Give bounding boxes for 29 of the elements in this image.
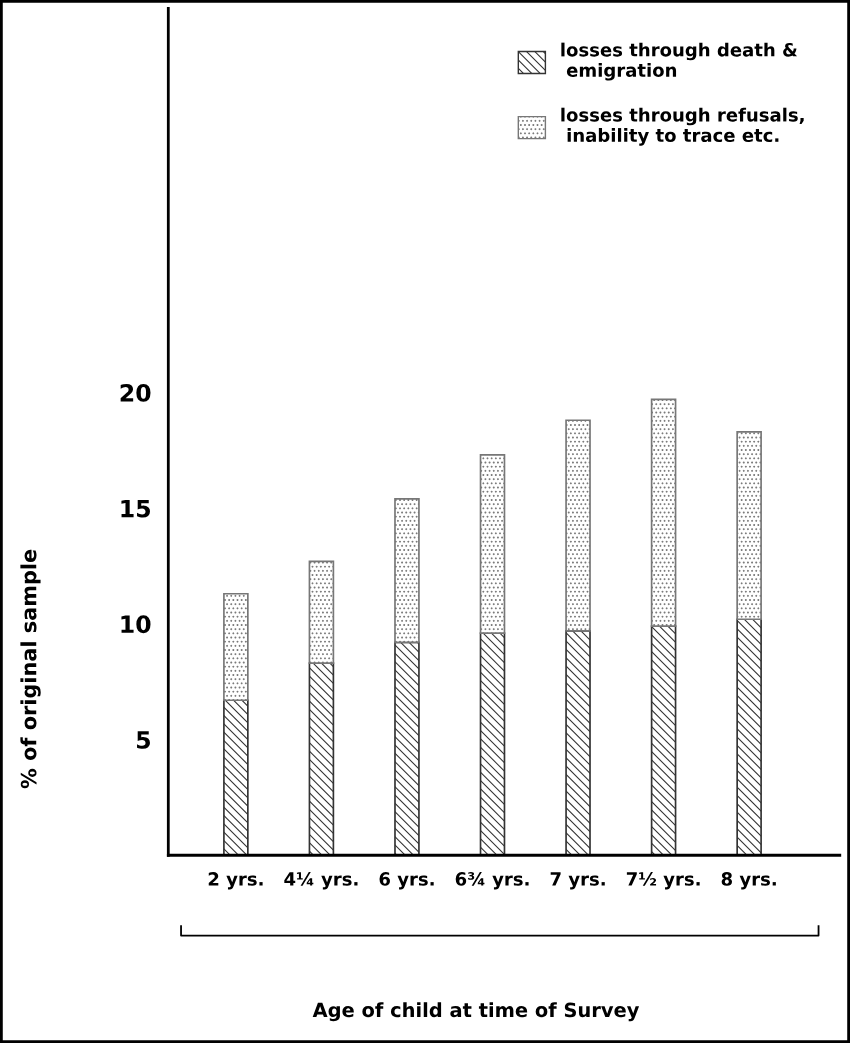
bar xyxy=(650,398,677,628)
x-tick-label: 4¼ yrs. xyxy=(284,872,358,890)
bar xyxy=(308,560,335,665)
y-tick-label: 20 xyxy=(120,383,151,402)
legend-label: losses through death & emigration xyxy=(561,42,798,81)
bar xyxy=(479,632,506,856)
bar xyxy=(394,498,420,644)
bar xyxy=(736,430,762,621)
x-tick-label: 6 yrs. xyxy=(379,872,434,890)
x-tick-label: 7½ yrs. xyxy=(626,872,700,890)
y-tick-label: 5 xyxy=(137,731,150,749)
y-tick-label: 10 xyxy=(121,615,151,634)
x-tick-label: 8 yrs. xyxy=(721,872,776,890)
bar xyxy=(650,625,677,856)
bar xyxy=(736,618,762,856)
y-tick-label: 15 xyxy=(121,499,150,518)
text: Age of child at time of Survey xyxy=(312,1002,640,1022)
x-tick-label: 2 yrs. xyxy=(208,872,263,890)
bar xyxy=(394,641,420,856)
bar xyxy=(308,662,335,856)
x-tick-label: 6¾ yrs. xyxy=(455,872,529,890)
bar xyxy=(479,454,506,634)
bar xyxy=(223,699,249,856)
y-axis-title: % of original sample xyxy=(20,549,41,789)
bar xyxy=(565,629,591,856)
legend-label: losses through refusals, inability to trace etc. xyxy=(561,107,804,146)
x-tick-label: 7 yrs. xyxy=(550,872,605,890)
bar xyxy=(223,592,249,702)
bar xyxy=(565,419,591,632)
